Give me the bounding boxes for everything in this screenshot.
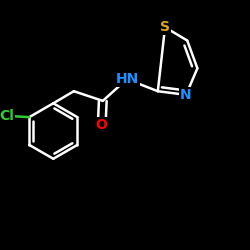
Text: O: O [96, 118, 108, 132]
Text: N: N [180, 88, 192, 102]
Text: HN: HN [115, 72, 138, 86]
Text: S: S [160, 20, 170, 34]
Text: Cl: Cl [0, 109, 14, 123]
